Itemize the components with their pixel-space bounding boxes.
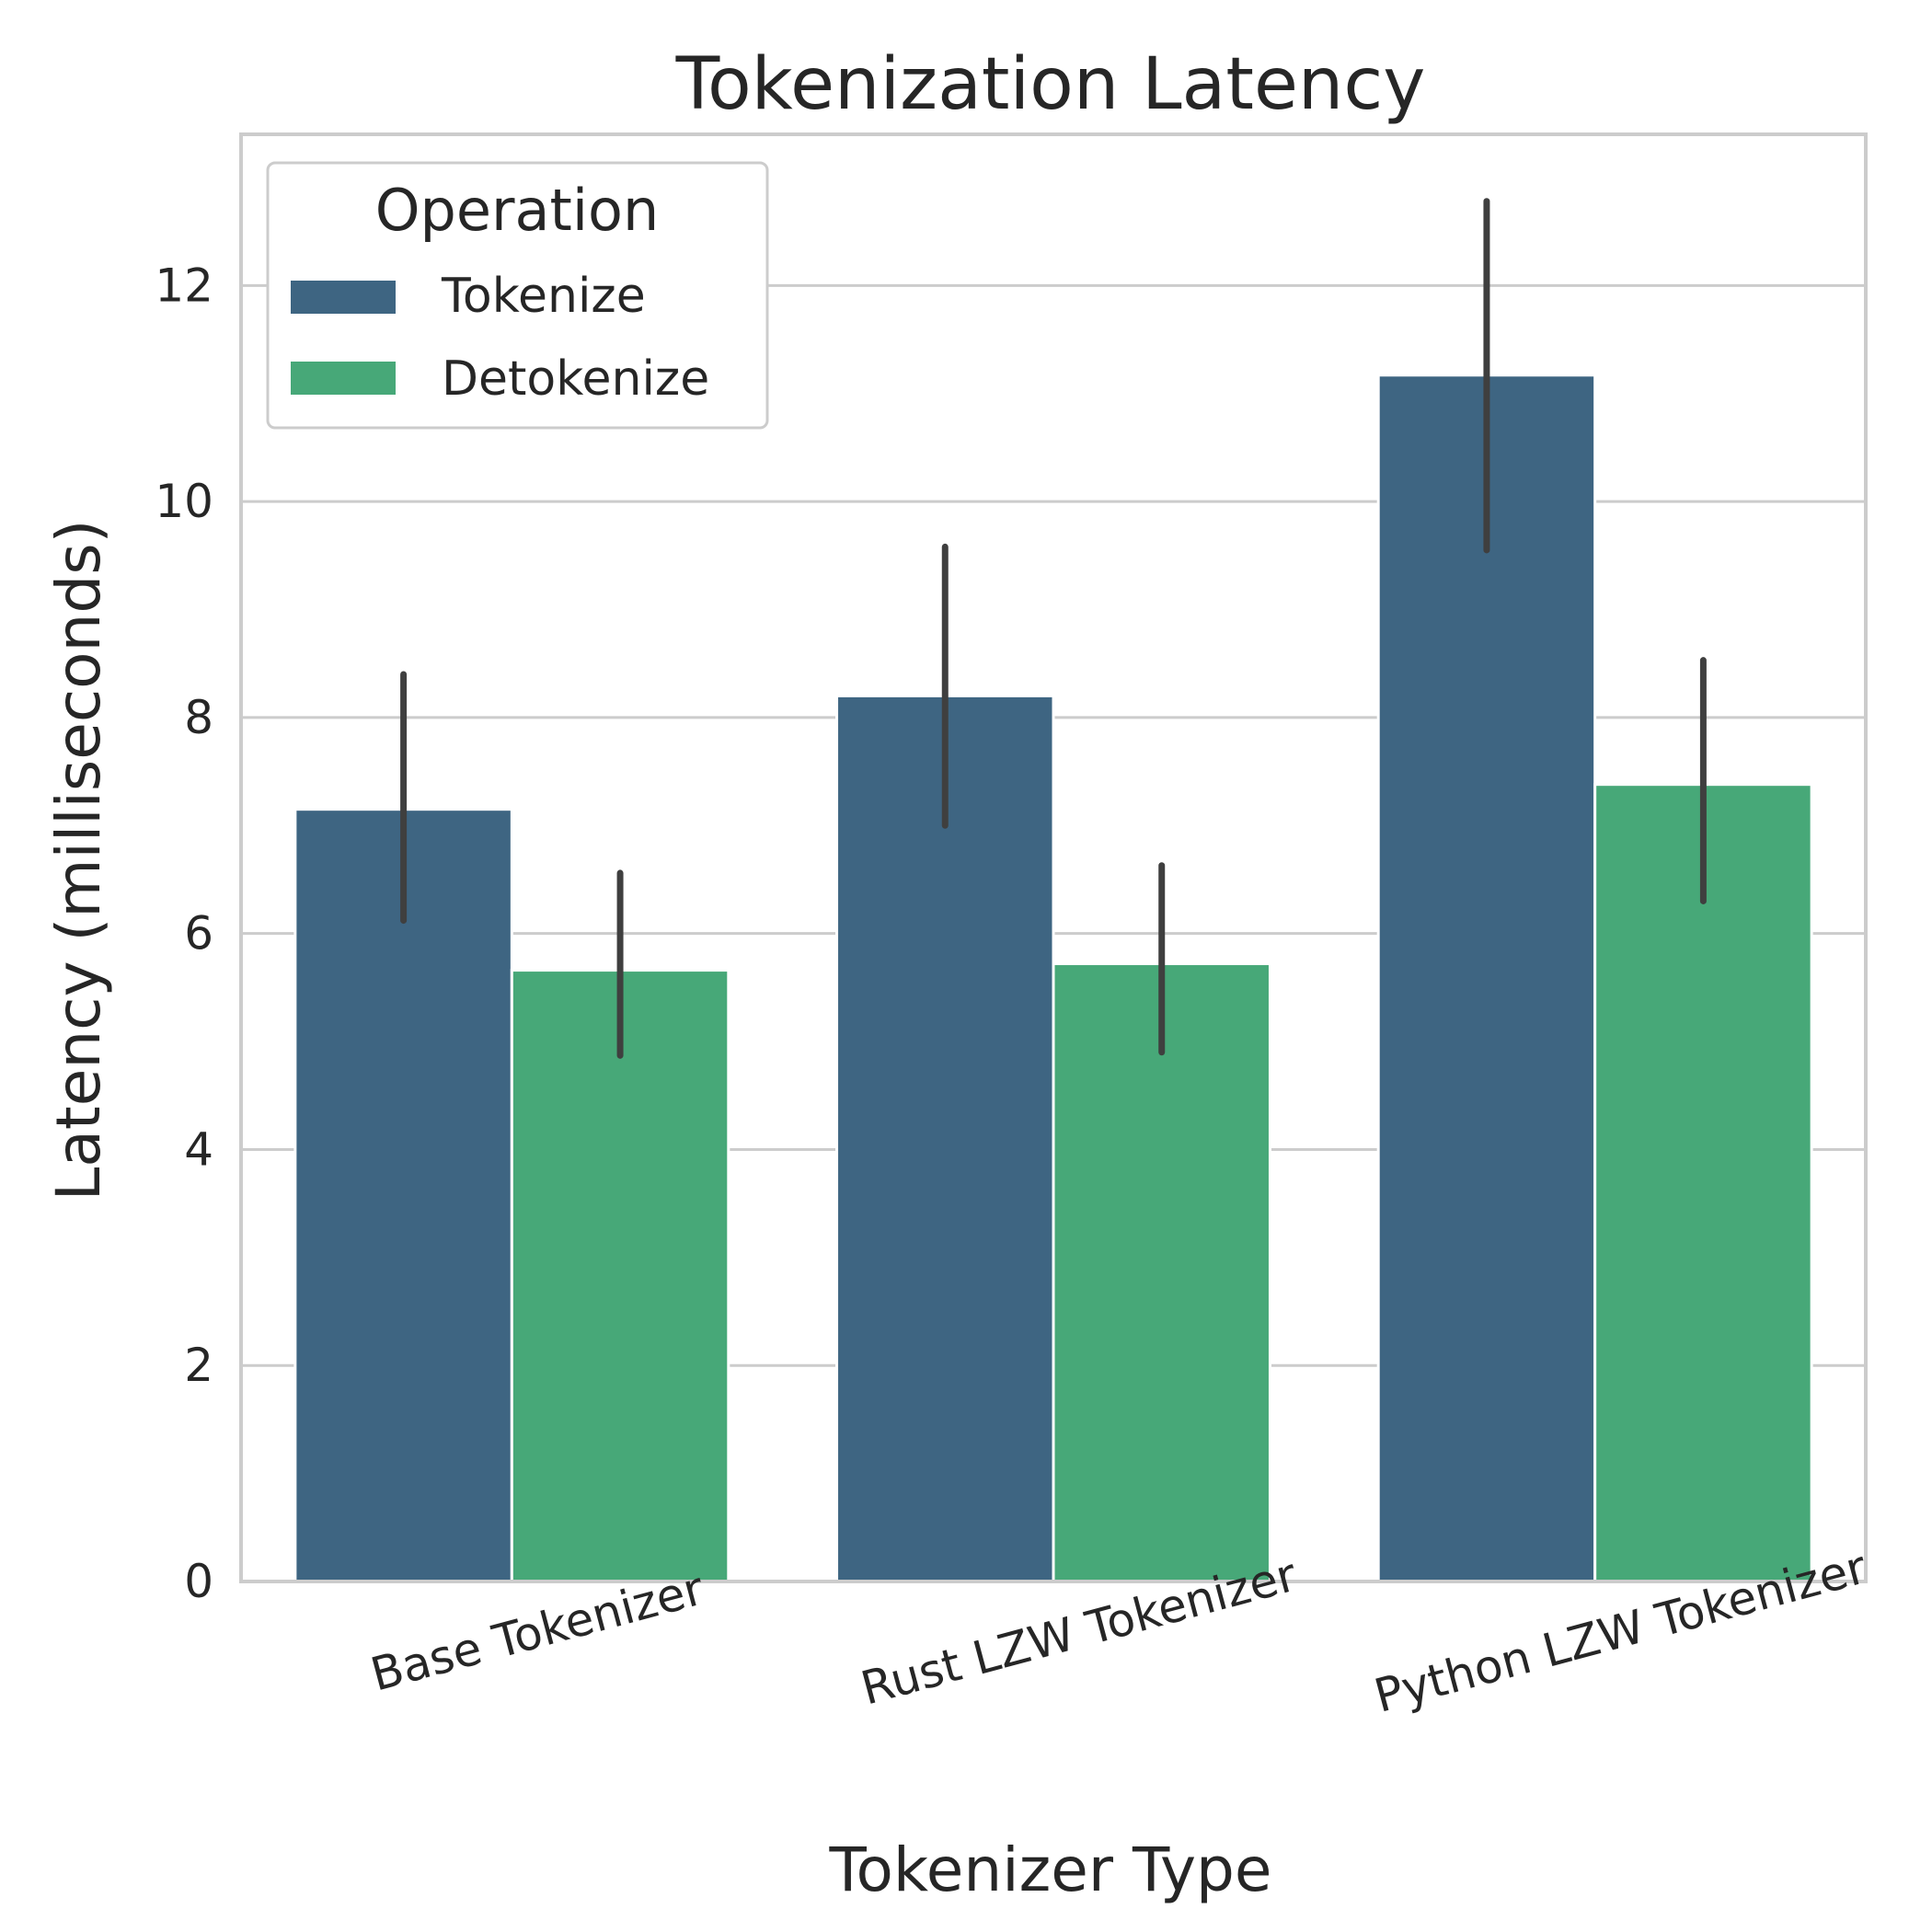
legend-swatch-tokenize	[291, 281, 396, 314]
error-bars	[400, 198, 1707, 1059]
y-axis-label: Latency (milliseconds)	[43, 520, 114, 1202]
legend-swatch-detokenize	[291, 362, 396, 395]
bar-tokenize	[293, 808, 513, 1583]
y-tick-label: 2	[184, 1339, 213, 1392]
y-tick-label: 12	[155, 259, 213, 312]
y-tick-label: 8	[184, 691, 213, 744]
bar-tokenize	[835, 694, 1055, 1583]
bars	[293, 374, 1813, 1583]
legend: Operation Tokenize Detokenize	[266, 161, 769, 430]
x-axis-label: Tokenizer Type	[828, 1834, 1271, 1905]
y-tick-labels: 0 2 4 6 8 10 12	[155, 259, 213, 1608]
y-tick-label: 4	[184, 1122, 213, 1176]
y-tick-label: 0	[184, 1555, 213, 1608]
bar-tokenize	[1376, 374, 1597, 1583]
bar-detokenize	[1052, 962, 1271, 1583]
legend-title: Operation	[375, 177, 660, 244]
plot-frame	[239, 132, 1868, 1583]
y-tick-label: 10	[155, 475, 213, 528]
chart-title: Tokenization Latency	[675, 43, 1426, 126]
legend-label-detokenize: Detokenize	[442, 351, 709, 407]
bar-detokenize	[510, 969, 730, 1583]
y-tick-label: 6	[184, 907, 213, 960]
legend-label-tokenize: Tokenize	[441, 269, 646, 324]
